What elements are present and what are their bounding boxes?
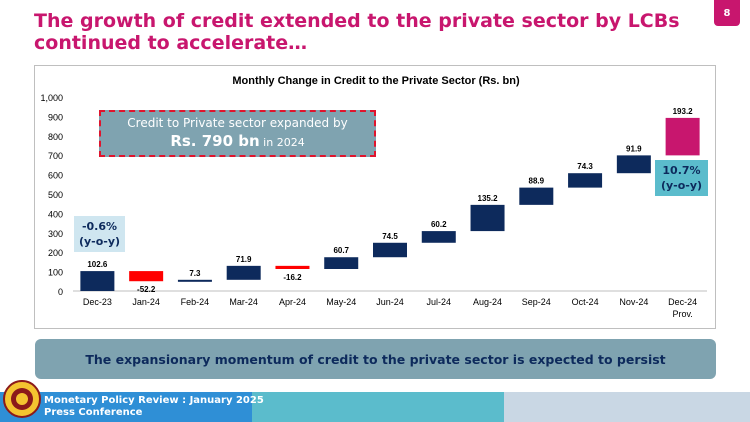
y-tick-label: 300 (48, 229, 63, 239)
page-title: The growth of credit extended to the pri… (34, 10, 680, 54)
summary-banner: The expansionary momentum of credit to t… (35, 339, 716, 379)
callout-box: Credit to Private sector expanded by Rs.… (99, 110, 376, 157)
y-tick-label: 800 (48, 132, 63, 142)
chart-frame: Monthly Change in Credit to the Private … (34, 65, 716, 329)
data-label: 74.3 (577, 162, 593, 171)
x-tick-label: Oct-24 (572, 297, 599, 307)
bar-aug-24 (470, 204, 505, 232)
x-tick-label: Aug-24 (473, 297, 502, 307)
data-label: 91.9 (626, 144, 642, 153)
yoy-box-start: -0.6% (y-o-y) (74, 216, 125, 252)
y-tick-label: 200 (48, 248, 63, 258)
footer-segment-1 (0, 392, 252, 422)
y-tick-label: 700 (48, 151, 63, 161)
x-tick-label: Feb-24 (181, 297, 210, 307)
data-label: 60.2 (431, 220, 447, 229)
data-label: 193.2 (673, 107, 694, 116)
yoy-box-end: 10.7% (y-o-y) (655, 160, 708, 196)
bar-jun-24 (373, 242, 407, 258)
data-label: 7.3 (189, 269, 201, 278)
bar-dec-24 (665, 117, 700, 156)
bar-mar-24 (226, 265, 261, 280)
data-label: -16.2 (283, 273, 302, 282)
bars-group: 102.6 -52.2 7.3 71.9 -16.2 60.7 74.5 60.2 135.2 8… (80, 107, 700, 294)
x-axis: Dec-23 Jan-24 Feb-24 Mar-24 Apr-24 May-24 Jun-… (83, 297, 697, 319)
y-tick-label: 900 (48, 112, 63, 122)
callout-line1: Credit to Private sector expanded by (127, 116, 348, 130)
page-number: 8 (714, 0, 740, 26)
x-tick-label: Jan-24 (132, 297, 160, 307)
bar-sep-24 (519, 187, 554, 205)
footer-text: Monetary Policy Review : January 2025 Pr… (44, 395, 264, 419)
bar-may-24 (324, 257, 359, 270)
y-tick-label: 1,000 (40, 93, 63, 103)
bar-jan-24 (129, 271, 164, 282)
yoy-end-pct: 10.7% (662, 164, 701, 177)
x-tick-label: Dec-23 (83, 297, 112, 307)
chart-title: Monthly Change in Credit to the Private … (232, 75, 520, 87)
y-axis: 0 100 200 300 400 500 600 700 800 900 1,000 (40, 93, 707, 297)
x-tick-sublabel: Prov. (672, 309, 692, 319)
yoy-end-sub: (y-o-y) (660, 179, 703, 192)
y-tick-label: 0 (58, 287, 63, 297)
x-tick-label: Apr-24 (279, 297, 306, 307)
x-tick-label: Sep-24 (522, 297, 551, 307)
x-tick-label: Dec-24 (668, 297, 697, 307)
data-label: -52.2 (137, 285, 156, 294)
footer-segment-3 (504, 392, 750, 422)
data-label: 74.5 (382, 232, 398, 241)
bar-feb-24 (177, 279, 212, 282)
bar-jul-24 (421, 231, 456, 243)
data-label: 102.6 (87, 260, 108, 269)
bar-dec-23 (80, 271, 115, 291)
callout-amount: Rs. 790 bn (170, 132, 260, 150)
y-tick-label: 400 (48, 209, 63, 219)
x-tick-label: May-24 (326, 297, 356, 307)
x-tick-label: Jul-24 (427, 297, 452, 307)
data-label: 135.2 (478, 194, 499, 203)
x-tick-label: Nov-24 (619, 297, 648, 307)
bar-oct-24 (568, 173, 603, 188)
yoy-start-sub: (y-o-y) (78, 235, 121, 248)
x-tick-label: Mar-24 (229, 297, 258, 307)
footer-line2: Press Conference (44, 407, 143, 418)
callout-suffix: in 2024 (259, 136, 305, 149)
central-bank-logo-icon (3, 380, 41, 418)
footer-line1: Monetary Policy Review : January 2025 (44, 395, 264, 406)
yoy-start-pct: -0.6% (81, 220, 118, 233)
y-tick-label: 500 (48, 190, 63, 200)
data-label: 60.7 (333, 246, 349, 255)
data-label: 71.9 (236, 255, 252, 264)
y-tick-label: 600 (48, 171, 63, 181)
callout-line2: Rs. 790 bn in 2024 (101, 132, 374, 150)
waterfall-chart: Monthly Change in Credit to the Private … (40, 75, 707, 319)
bar-apr-24 (275, 265, 310, 270)
footer-segment-2 (252, 392, 504, 422)
bar-nov-24 (616, 155, 651, 174)
x-tick-label: Jun-24 (376, 297, 404, 307)
footer-bar (0, 392, 750, 422)
y-tick-label: 100 (48, 268, 63, 278)
data-label: 88.9 (529, 177, 545, 186)
